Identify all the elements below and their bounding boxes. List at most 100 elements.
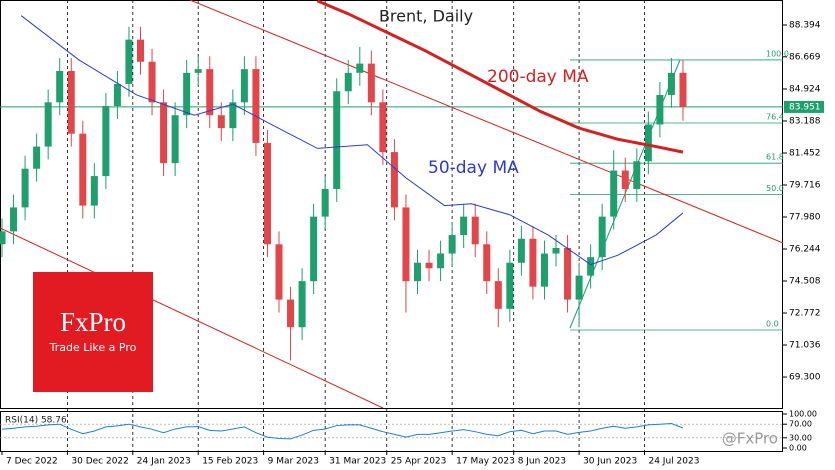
price-box <box>784 100 824 113</box>
candle-body <box>644 124 652 162</box>
candle-body <box>356 63 364 73</box>
candle-body <box>367 63 375 103</box>
candle-body <box>102 106 110 177</box>
trend-line <box>189 0 784 244</box>
rsi-tick-label: 30.00 <box>789 433 812 442</box>
candle-body <box>656 94 664 125</box>
logo-text: FxPro <box>60 307 126 337</box>
y-tick-label: 79.716 <box>789 180 821 190</box>
fib-label: 76.4 <box>766 112 784 121</box>
y-tick-label: 84.924 <box>789 84 821 94</box>
candle-body <box>148 61 156 103</box>
candle-body <box>437 253 445 269</box>
rsi-panel <box>0 411 783 452</box>
candle-body <box>598 216 606 258</box>
x-tick-label: 25 Apr 2023 <box>391 457 447 467</box>
ma-label: 200-day MA <box>487 67 589 87</box>
candle-body <box>471 216 479 245</box>
x-tick-label: 8 Jun 2023 <box>518 457 566 467</box>
candle-body <box>633 161 641 189</box>
x-tick-label: 30 Jun 2023 <box>583 457 637 467</box>
fib-label: 100.0 <box>766 49 789 58</box>
candle-body <box>263 142 271 245</box>
x-tick-label: 15 Feb 2023 <box>202 457 258 467</box>
candle-body <box>529 238 537 287</box>
x-tick-label: 17 May 2023 <box>456 457 515 467</box>
candle-body <box>287 299 295 328</box>
candle-body <box>56 70 64 103</box>
y-tick-label: 76.244 <box>789 245 821 255</box>
x-tick-label: 31 Mar 2023 <box>329 457 386 467</box>
candle-body <box>575 275 583 300</box>
x-tick-label: 7 Dec 2022 <box>6 457 58 467</box>
candle-body <box>217 115 225 129</box>
candle-body <box>0 231 6 245</box>
candle-body <box>494 281 502 309</box>
rsi-tick-label: 70.00 <box>789 420 812 429</box>
candle-body <box>298 281 306 328</box>
chart-title: Brent, Daily <box>379 7 473 26</box>
x-tick-label: 30 Dec 2022 <box>71 457 128 467</box>
y-tick-label: 81.452 <box>789 148 821 158</box>
candle-body <box>206 69 214 116</box>
candle-body <box>506 262 514 309</box>
y-tick-label: 72.772 <box>789 309 821 319</box>
fib-label: 50.0 <box>766 184 784 193</box>
candle-body <box>160 102 168 164</box>
x-tick-label: 24 Jan 2023 <box>137 457 191 467</box>
candle-body <box>310 216 318 282</box>
candle-body <box>33 146 41 169</box>
logo-box <box>33 272 153 392</box>
candle-body <box>240 69 248 103</box>
candle-body <box>460 216 468 236</box>
candle-body <box>414 262 422 282</box>
candle-body <box>390 152 398 208</box>
candle-body <box>344 72 352 92</box>
fib-label: 61.8 <box>766 153 784 162</box>
candle-body <box>125 39 133 84</box>
candle-body <box>483 244 491 282</box>
candle-body <box>113 83 121 107</box>
moving-average <box>20 15 684 266</box>
candle-body <box>90 176 98 206</box>
rsi-label: RSI(14) 58.76 <box>5 416 67 426</box>
candle-body <box>587 257 595 276</box>
candle-body <box>379 102 387 153</box>
candle-body <box>425 262 433 269</box>
candle-body <box>333 91 341 189</box>
candle-body <box>517 238 525 263</box>
x-tick-label: 9 Mar 2023 <box>268 457 319 467</box>
fib-label: 0.0 <box>766 320 779 329</box>
candle-body <box>252 69 260 143</box>
x-tick-label: 24 Jul 2023 <box>648 457 699 467</box>
candle-body <box>183 72 191 116</box>
price-label: 83.951 <box>789 102 821 112</box>
y-tick-label: 69.300 <box>789 373 821 383</box>
candle-body <box>552 247 560 254</box>
candle-body <box>10 207 18 232</box>
logo: FxPro Trade Like a Pro <box>33 272 153 392</box>
moving-average <box>316 0 684 154</box>
y-tick-label: 74.508 <box>789 277 821 287</box>
candle-body <box>402 207 410 282</box>
candle-body <box>621 170 629 189</box>
candle-body <box>171 115 179 164</box>
candle-body <box>79 133 87 206</box>
candle-body <box>540 253 548 287</box>
y-tick-label: 83.188 <box>789 116 821 126</box>
candle-body <box>21 168 29 208</box>
logo-tagline: Trade Like a Pro <box>49 341 137 354</box>
rsi-line <box>1 423 684 440</box>
candle-body <box>667 72 675 95</box>
rsi-tick-label: 100.00 <box>789 410 817 419</box>
candle-body <box>679 72 687 107</box>
candle-body <box>44 102 52 147</box>
watermark: @FxPro <box>722 430 778 448</box>
y-tick-label: 77.980 <box>789 212 821 222</box>
candle-body <box>610 170 618 217</box>
ma-label: 50-day MA <box>428 158 519 178</box>
candle-body <box>229 102 237 129</box>
candle-body <box>321 188 329 217</box>
rsi-tick-label: 0.00 <box>789 444 807 453</box>
